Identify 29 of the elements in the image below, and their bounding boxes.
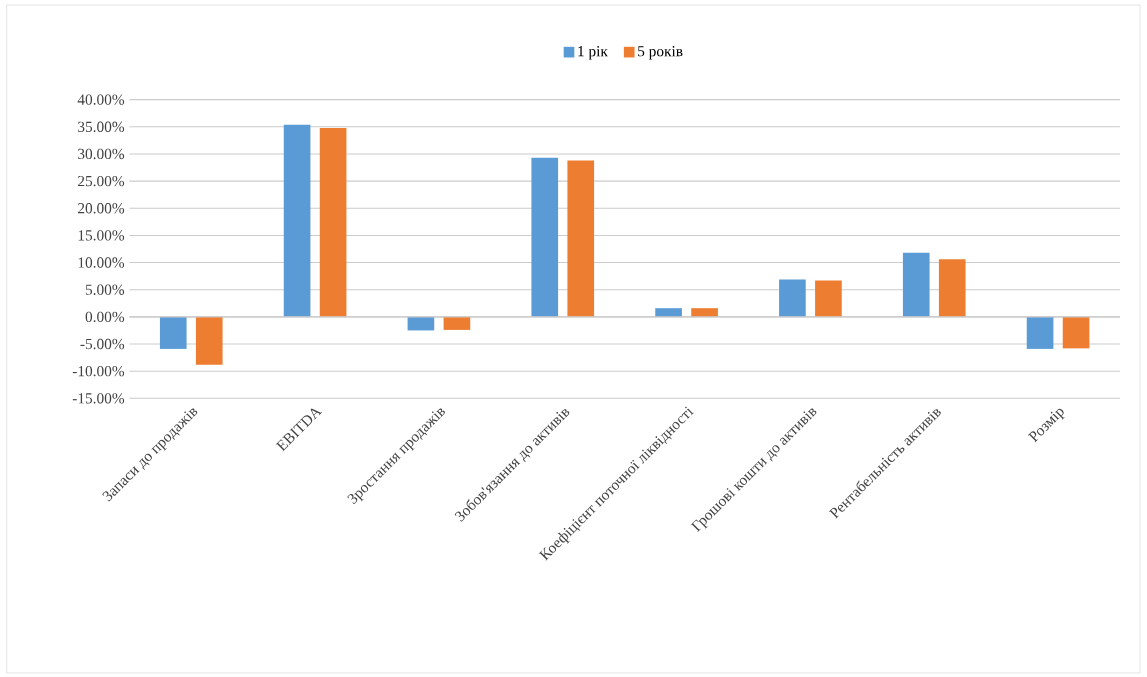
y-tick-label: 5.00% [85, 284, 125, 295]
y-tick-label: 35.00% [78, 121, 125, 133]
y-tick-label: -10.00% [72, 365, 125, 377]
y-tick-label: 30.00% [78, 148, 125, 160]
bar [319, 127, 347, 317]
bar [691, 308, 718, 317]
bar [815, 280, 842, 317]
bar [195, 316, 223, 365]
bar [902, 252, 930, 317]
bar [938, 259, 966, 317]
bar [1062, 316, 1090, 349]
y-tick-label: -5.00% [80, 338, 125, 350]
legend-label: 5 років [638, 46, 683, 60]
y-tick-label: 15.00% [78, 230, 125, 241]
y-tick-label: 20.00% [78, 203, 125, 214]
bar [159, 316, 187, 349]
bar [655, 308, 682, 317]
bar [531, 157, 559, 317]
bar [1026, 316, 1054, 349]
bar [779, 279, 806, 317]
y-tick-label: 10.00% [78, 257, 125, 268]
y-tick-label: -15.00% [72, 393, 125, 404]
bar [443, 316, 471, 330]
y-tick-label: 40.00% [77, 94, 125, 105]
y-tick-label: 0.00% [85, 311, 125, 323]
bar [567, 160, 595, 317]
legend-label: 1 рік [578, 46, 608, 60]
y-tick-label: 25.00% [78, 175, 125, 187]
bar [283, 124, 311, 317]
